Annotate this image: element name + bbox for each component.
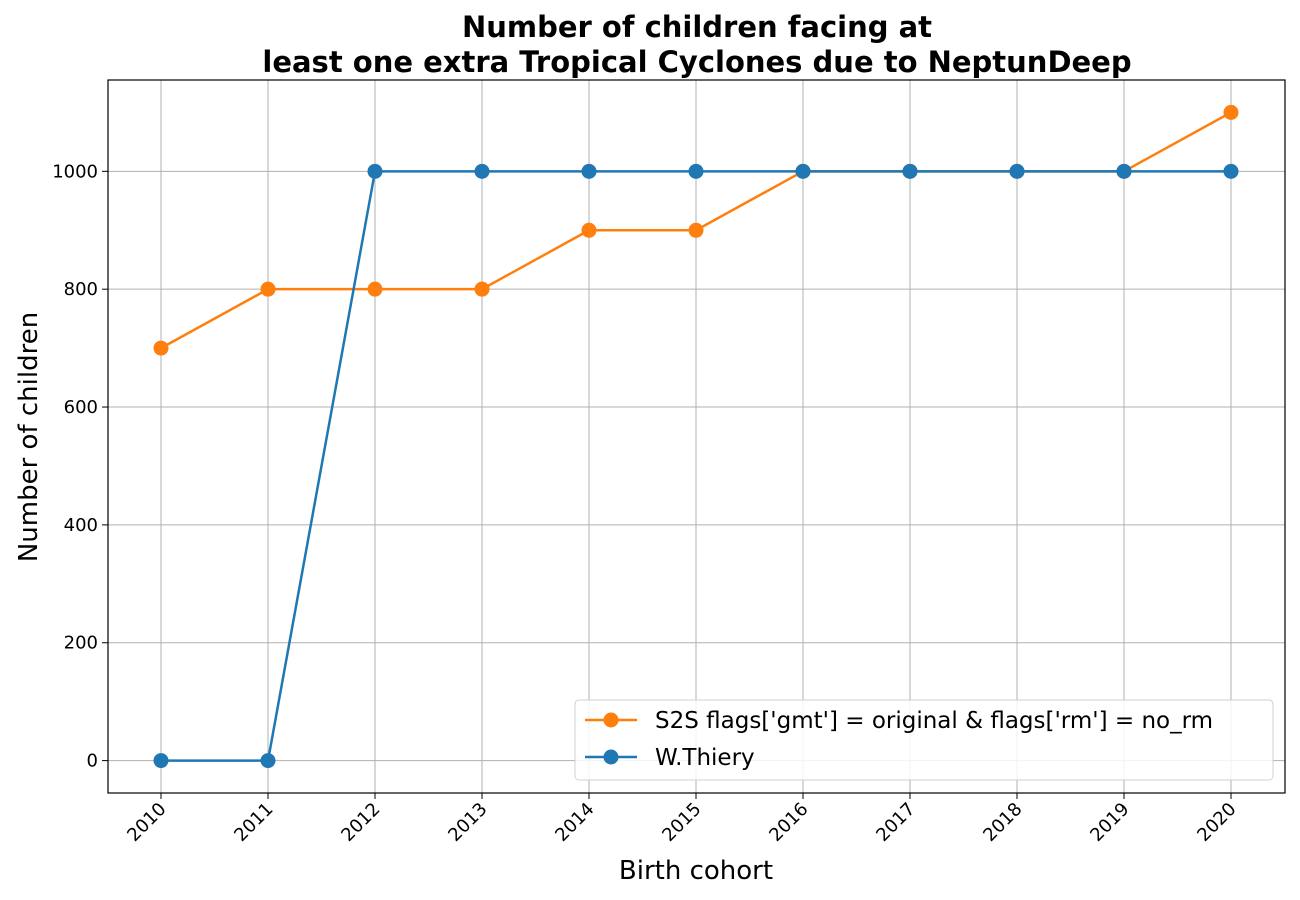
data-point <box>260 753 276 769</box>
data-point <box>474 281 490 297</box>
data-point <box>795 163 811 179</box>
data-point <box>688 163 704 179</box>
legend: S2S flags['gmt'] = original & flags['rm'… <box>574 699 1274 781</box>
y-tick-label: 0 <box>87 751 98 772</box>
data-point <box>474 163 490 179</box>
x-tick-label: 2017 <box>872 799 919 846</box>
data-point <box>1223 163 1239 179</box>
data-point <box>688 222 704 238</box>
data-point <box>367 281 383 297</box>
x-axis-label: Birth cohort <box>619 856 773 886</box>
legend-marker <box>603 749 619 765</box>
data-point <box>367 163 383 179</box>
chart-title-line-1: Number of children facing at <box>462 10 932 44</box>
x-tick-label: 2015 <box>658 799 705 846</box>
legend-marker <box>603 712 619 728</box>
legend-item: W.Thiery <box>585 745 755 771</box>
y-tick-label: 200 <box>64 633 98 654</box>
y-axis-label: Number of children <box>14 312 44 562</box>
x-tick-label: 2010 <box>123 799 170 846</box>
legend-label: S2S flags['gmt'] = original & flags['rm'… <box>655 708 1213 734</box>
chart-title-line-2: least one extra Tropical Cyclones due to… <box>262 45 1131 79</box>
x-tick-label: 2012 <box>337 799 384 846</box>
data-point <box>902 163 918 179</box>
x-tick-label: 2011 <box>230 799 277 846</box>
y-tick-label: 600 <box>64 397 98 418</box>
data-point <box>1223 104 1239 120</box>
data-series <box>153 104 1239 769</box>
x-tick-label: 2018 <box>979 799 1026 846</box>
x-tick-label: 2020 <box>1193 799 1240 846</box>
y-tick-label: 400 <box>64 515 98 536</box>
series-group <box>153 163 1239 769</box>
x-tick-label: 2014 <box>551 799 598 846</box>
data-point <box>153 340 169 356</box>
data-point <box>581 222 597 238</box>
plot-area-frame <box>107 79 1286 794</box>
legend-item: S2S flags['gmt'] = original & flags['rm'… <box>585 708 1213 734</box>
data-point <box>153 753 169 769</box>
data-point <box>1009 163 1025 179</box>
data-point <box>581 163 597 179</box>
legend-label: W.Thiery <box>655 745 755 771</box>
data-point <box>1116 163 1132 179</box>
x-tick-label: 2016 <box>765 799 812 846</box>
x-tick-label: 2019 <box>1086 799 1133 846</box>
y-tick-label: 800 <box>64 279 98 300</box>
y-tick-label: 1000 <box>52 161 98 182</box>
data-point <box>260 281 276 297</box>
grid-lines <box>108 80 1285 793</box>
x-tick-label: 2013 <box>444 799 491 846</box>
legend-box <box>574 699 1274 781</box>
